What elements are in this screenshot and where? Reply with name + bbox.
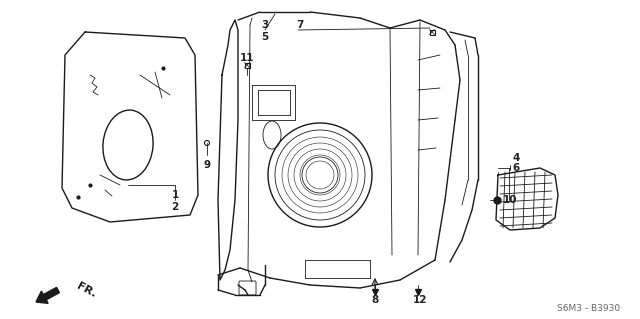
Text: 9: 9 (204, 160, 211, 170)
Text: 10: 10 (503, 195, 517, 205)
Text: 4: 4 (512, 153, 520, 163)
Text: 8: 8 (371, 295, 379, 305)
Text: S6M3 - B3930: S6M3 - B3930 (557, 304, 620, 313)
Text: FR.: FR. (75, 281, 98, 299)
Text: 3: 3 (261, 20, 269, 30)
Text: 2: 2 (172, 202, 179, 212)
Text: 11: 11 (240, 53, 254, 63)
Text: 1: 1 (172, 190, 179, 200)
Text: 6: 6 (513, 163, 520, 173)
Text: 7: 7 (296, 20, 304, 30)
Bar (429, 29, 435, 34)
Bar (244, 63, 250, 68)
Circle shape (205, 140, 209, 145)
Text: 12: 12 (413, 295, 428, 305)
Text: 5: 5 (261, 32, 269, 42)
FancyArrow shape (36, 287, 60, 303)
